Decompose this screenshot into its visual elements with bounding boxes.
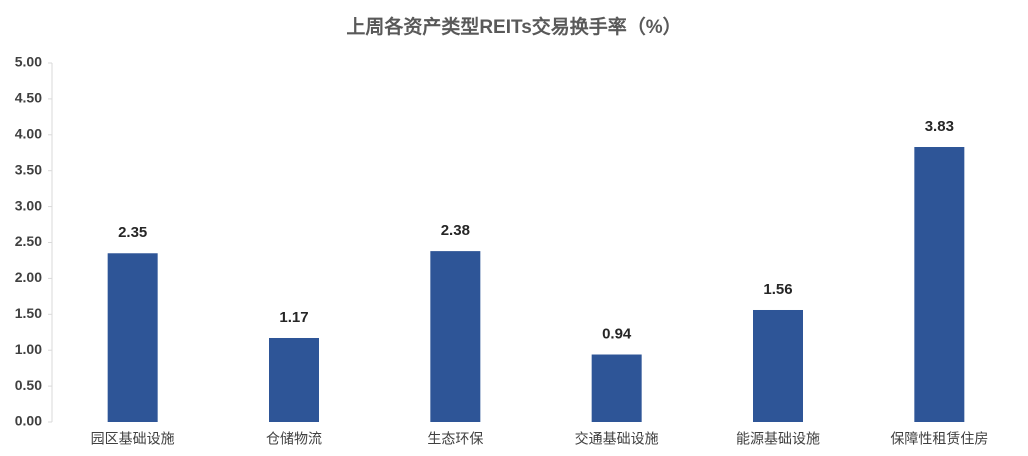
value-label: 2.38 [441, 222, 470, 239]
value-label: 1.17 [279, 309, 308, 326]
value-label: 0.94 [602, 325, 632, 342]
y-tick-label: 2.50 [15, 233, 42, 249]
y-tick-label: 0.50 [15, 377, 42, 393]
bar [107, 253, 158, 422]
value-label: 3.83 [925, 118, 954, 135]
x-tick-label: 能源基础设施 [736, 431, 820, 447]
y-tick-label: 5.00 [15, 54, 42, 70]
bar [914, 147, 965, 423]
y-tick-label: 1.50 [15, 305, 42, 321]
y-tick-label: 3.00 [15, 197, 42, 213]
bar [591, 354, 642, 422]
x-tick-label: 保障性租赁住房 [890, 431, 988, 447]
y-tick-label: 3.50 [15, 161, 42, 177]
bar [430, 251, 481, 422]
x-tick-label: 交通基础设施 [575, 431, 659, 447]
y-tick-label: 4.00 [15, 126, 42, 142]
y-tick-label: 4.50 [15, 90, 42, 106]
y-tick-label: 2.00 [15, 269, 42, 285]
bar [753, 309, 803, 422]
x-tick-label: 仓储物流 [266, 431, 322, 447]
value-label: 2.35 [118, 224, 147, 241]
chart-title: 上周各资产类型REITs交易换手率（%） [346, 15, 681, 38]
y-tick-label: 0.00 [15, 413, 42, 429]
x-tick-label: 园区基础设施 [91, 431, 175, 447]
value-label: 1.56 [763, 281, 792, 298]
bar [269, 337, 319, 422]
y-tick-label: 1.00 [15, 341, 42, 357]
x-tick-label: 生态环保 [427, 431, 483, 447]
